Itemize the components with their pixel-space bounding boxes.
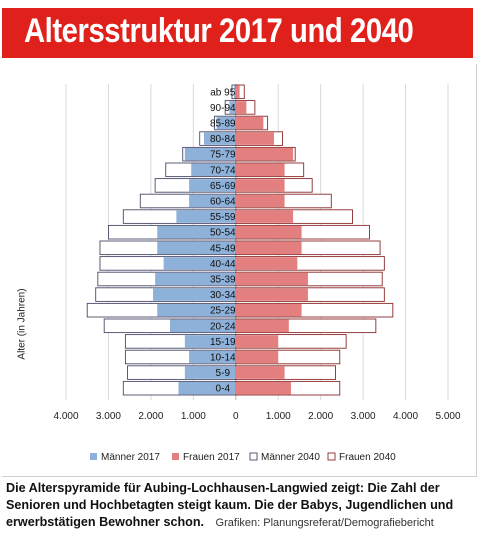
population-pyramid-chart: ab 95 90-94 85-89 80-84 75-79 70-74 65-69 60-64…: [53, 84, 461, 463]
legend-label: Frauen 2040: [339, 452, 396, 463]
bar-frauen-2017: [235, 288, 308, 301]
title-banner: Altersstruktur 2017 und 2040: [2, 8, 473, 58]
age-group-label: 25-29: [210, 306, 236, 317]
bar-frauen-2017: [235, 226, 302, 239]
bar-frauen-2017: [235, 366, 285, 379]
legend-swatch: [90, 453, 97, 460]
legend-label: Männer 2040: [261, 452, 320, 463]
caption: Die Alterspyramide für Aubing-Lochhausen…: [6, 480, 480, 532]
age-group-label: 80-84: [210, 134, 236, 145]
age-group-label: 40-44: [210, 259, 236, 270]
bar-frauen-2017: [235, 116, 264, 130]
bar-maenner-2017: [157, 304, 236, 317]
age-group-label: 65-69: [210, 181, 236, 192]
age-group-label: 90-94: [210, 103, 236, 114]
page-title: Altersstruktur 2017 und 2040: [24, 12, 414, 50]
bar-frauen-2017: [235, 319, 289, 332]
bar-maenner-2017: [163, 257, 236, 270]
age-group-label: 75-79: [210, 150, 236, 161]
caption-text: Die Alterspyramide für Aubing-Lochhausen…: [6, 481, 454, 529]
bar-frauen-2017: [235, 304, 302, 317]
bar-maenner-2017: [157, 226, 236, 239]
bar-frauen-2017: [235, 148, 294, 161]
y-axis-label: Alter (in Jahren): [16, 288, 28, 360]
bar-maenner-2017: [155, 272, 236, 286]
age-group-label: 0-4: [216, 384, 231, 395]
x-tick-label: 4.000: [53, 411, 78, 422]
bar-maenner-2017: [191, 163, 236, 176]
x-tick-label: 4.000: [393, 411, 418, 422]
bar-frauen-2017: [235, 241, 302, 254]
age-group-label: ab 95: [210, 87, 235, 98]
legend-label: Frauen 2017: [183, 452, 240, 463]
bar-frauen-2017: [235, 210, 294, 223]
bar-maenner-2017: [234, 85, 236, 98]
bar-frauen-2017: [235, 163, 285, 176]
bar-maenner-2017: [153, 288, 236, 301]
chart-frame: ab 95 90-94 85-89 80-84 75-79 70-74 65-69 60-64…: [2, 64, 477, 477]
bar-frauen-2017: [235, 101, 247, 114]
bar-frauen-2017: [235, 85, 240, 98]
age-group-label: 60-64: [210, 197, 236, 208]
age-group-label: 85-89: [210, 119, 236, 130]
x-tick-label: 3.000: [96, 411, 121, 422]
bar-frauen-2017: [235, 194, 285, 208]
legend-swatch: [327, 452, 336, 461]
age-group-label: 70-74: [210, 165, 236, 176]
bar-frauen-2017: [235, 257, 298, 270]
bar-frauen-2017: [235, 335, 279, 348]
legend-swatch: [172, 453, 179, 460]
x-tick-label: 0: [233, 411, 239, 422]
bar-frauen-2017: [235, 350, 279, 364]
bar-maenner-2017: [157, 241, 236, 254]
bar-maenner-2017: [189, 350, 236, 364]
bar-maenner-2017: [189, 179, 236, 192]
bar-maenner-2017: [203, 132, 236, 145]
x-tick-label: 3.000: [351, 411, 376, 422]
legend-label: Männer 2017: [101, 452, 160, 463]
x-tick-label: 5.000: [435, 411, 460, 422]
bar-maenner-2017: [229, 101, 236, 114]
x-tick-label: 2.000: [308, 411, 333, 422]
bar-frauen-2017: [235, 179, 285, 192]
bar-frauen-2017: [235, 272, 308, 286]
bar-frauen-2017: [235, 132, 274, 145]
age-group-label: 30-34: [210, 290, 236, 301]
age-group-label: 20-24: [210, 321, 236, 332]
bar-maenner-2017: [169, 319, 236, 332]
bar-maenner-2017: [184, 366, 236, 379]
x-tick-label: 2.000: [138, 411, 163, 422]
age-group-label: 10-14: [210, 353, 236, 364]
x-tick-label: 1.000: [266, 411, 291, 422]
age-group-label: 45-49: [210, 243, 236, 254]
age-group-label: 35-39: [210, 275, 236, 286]
bar-maenner-2017: [184, 335, 236, 348]
age-group-label: 5-9: [216, 368, 231, 379]
bar-maenner-2017: [176, 210, 236, 223]
age-group-label: 55-59: [210, 212, 236, 223]
bar-frauen-2017: [235, 382, 291, 395]
age-group-label: 15-19: [210, 337, 236, 348]
bar-maenner-2017: [189, 194, 236, 208]
source-credit: Grafiken: Planungsreferat/Demografieberi…: [215, 517, 434, 529]
legend-swatch: [249, 452, 258, 461]
bar-maenner-2017: [184, 148, 236, 161]
bar-maenner-2017: [216, 116, 236, 130]
bar-maenner-2017: [178, 382, 236, 395]
x-tick-label: 1.000: [181, 411, 206, 422]
age-group-label: 50-54: [210, 228, 236, 239]
